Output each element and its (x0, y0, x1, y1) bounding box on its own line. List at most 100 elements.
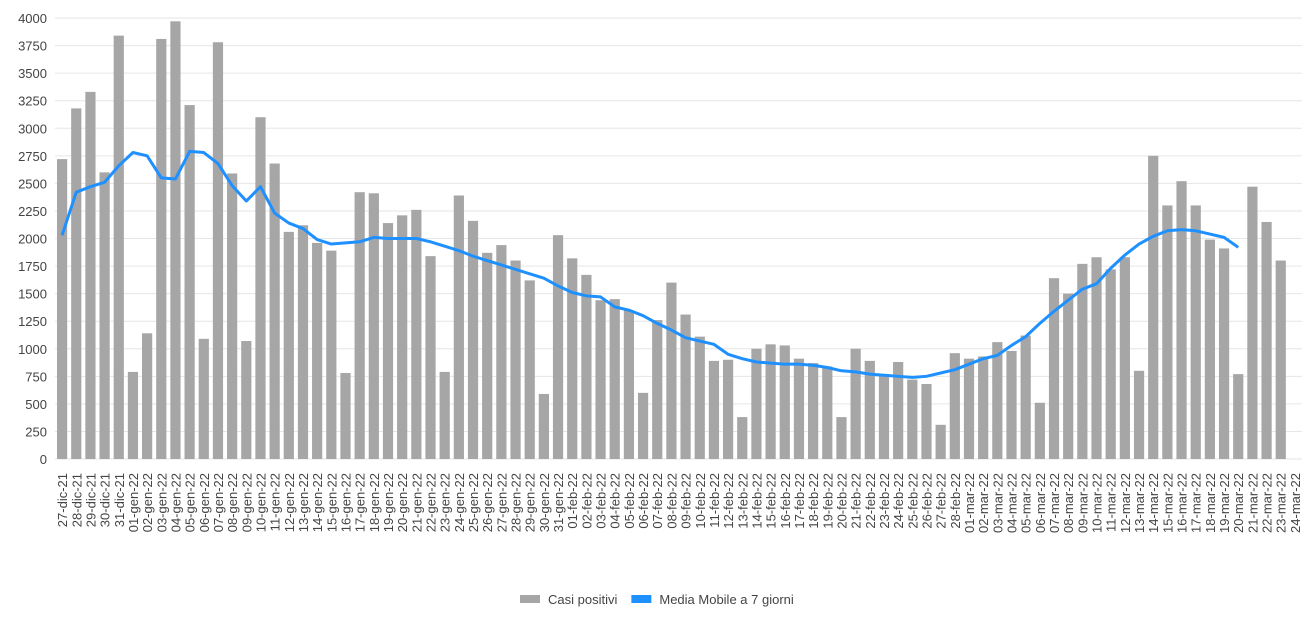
bar (439, 371, 450, 459)
x-tick-label: 24-mar-22 (1288, 473, 1303, 533)
bar (1233, 374, 1244, 459)
y-tick-label: 2250 (18, 204, 47, 219)
x-tick-label: 15-mar-22 (1160, 473, 1175, 533)
y-tick-label: 250 (25, 424, 47, 439)
y-tick-label: 500 (25, 397, 47, 412)
legend-swatch (520, 595, 540, 603)
x-tick-label: 09-gen-22 (239, 473, 254, 532)
bar (1006, 350, 1017, 459)
x-tick-label: 10-mar-22 (1090, 473, 1105, 533)
bar (751, 348, 762, 459)
bar (156, 38, 167, 459)
bar (808, 363, 819, 459)
x-tick-label: 17-gen-22 (353, 473, 368, 532)
x-tick-label: 09-feb-22 (679, 473, 694, 529)
bar (382, 223, 394, 459)
bar (793, 358, 805, 459)
x-tick-label: 22-feb-22 (863, 473, 878, 529)
bar (992, 342, 1003, 459)
x-tick-label: 11-mar-22 (1104, 473, 1119, 532)
bar (978, 356, 989, 459)
bar (567, 258, 578, 459)
bar (1218, 248, 1230, 459)
x-tick-label: 12-gen-22 (282, 473, 297, 532)
bar (581, 274, 592, 459)
x-tick-label: 12-mar-22 (1118, 473, 1133, 533)
x-tick-label: 26-feb-22 (919, 473, 934, 529)
x-tick-label: 30-gen-22 (537, 473, 552, 532)
x-tick-label: 01-feb-22 (565, 473, 580, 529)
x-tick-label: 13-gen-22 (296, 473, 311, 532)
bar (283, 231, 294, 459)
x-tick-label: 28-gen-22 (509, 473, 524, 532)
y-tick-label: 1000 (18, 342, 47, 357)
bar (850, 348, 861, 459)
x-tick-label: 15-feb-22 (764, 473, 779, 529)
bar (1261, 221, 1272, 459)
x-tick-label: 21-mar-22 (1245, 473, 1260, 533)
bar (921, 384, 932, 459)
y-tick-label: 3500 (18, 66, 47, 81)
bar (708, 360, 720, 459)
x-tick-label: 01-gen-22 (126, 473, 141, 532)
x-tick-label: 09-mar-22 (1075, 473, 1090, 533)
x-tick-label: 27-dic-21 (55, 473, 70, 527)
x-tick-label: 02-mar-22 (976, 473, 991, 533)
x-tick-label: 22-gen-22 (424, 473, 439, 532)
x-tick-label: 20-feb-22 (834, 473, 849, 529)
x-tick-label: 29-dic-21 (83, 473, 98, 527)
x-tick-label: 01-mar-22 (962, 473, 977, 533)
x-tick-label: 13-feb-22 (735, 473, 750, 529)
bar (652, 320, 663, 459)
y-tick-label: 0 (40, 452, 47, 467)
bar (765, 344, 776, 459)
x-tick-label: 28-dic-21 (69, 473, 84, 527)
legend-label: Casi positivi (548, 592, 617, 607)
bar (893, 361, 904, 459)
bar (907, 379, 918, 459)
bar (680, 314, 691, 459)
x-tick-label: 31-gen-22 (551, 473, 566, 532)
bar (1048, 278, 1060, 459)
bar (71, 108, 82, 459)
x-tick-label: 23-mar-22 (1274, 473, 1289, 533)
bar (255, 117, 266, 459)
y-tick-label: 2750 (18, 149, 47, 164)
y-tick-label: 2000 (18, 232, 47, 247)
bar (1063, 293, 1074, 459)
bar (1034, 402, 1045, 459)
x-tick-label: 17-feb-22 (792, 473, 807, 529)
bar (666, 282, 677, 459)
bar (878, 375, 890, 459)
x-tick-label: 06-gen-22 (197, 473, 212, 532)
x-tick-label: 27-feb-22 (934, 473, 949, 529)
y-tick-label: 4000 (18, 11, 47, 26)
bar (227, 173, 238, 459)
x-tick-label: 07-feb-22 (650, 473, 665, 529)
bar (552, 235, 564, 459)
x-tick-label: 02-feb-22 (579, 473, 594, 529)
y-tick-label: 1500 (18, 287, 47, 302)
bar (1077, 263, 1088, 459)
x-tick-label: 05-gen-22 (183, 473, 198, 532)
bar (836, 417, 847, 459)
y-tick-label: 3000 (18, 121, 47, 136)
x-tick-label: 23-gen-22 (438, 473, 453, 532)
x-tick-label: 06-mar-22 (1033, 473, 1048, 533)
x-tick-label: 14-feb-22 (749, 473, 764, 529)
x-tick-label: 04-mar-22 (1005, 473, 1020, 533)
bar (56, 159, 68, 459)
bar (397, 215, 408, 459)
bar (822, 366, 833, 459)
x-tick-label: 10-feb-22 (693, 473, 708, 529)
bar (127, 371, 139, 459)
y-tick-label: 750 (25, 369, 47, 384)
x-tick-label: 22-mar-22 (1260, 473, 1275, 533)
y-tick-label: 3750 (18, 39, 47, 54)
bar (935, 424, 946, 459)
x-tick-label: 04-gen-22 (168, 473, 183, 532)
x-tick-label: 19-feb-22 (820, 473, 835, 529)
bar (99, 172, 110, 459)
bar (595, 300, 606, 459)
